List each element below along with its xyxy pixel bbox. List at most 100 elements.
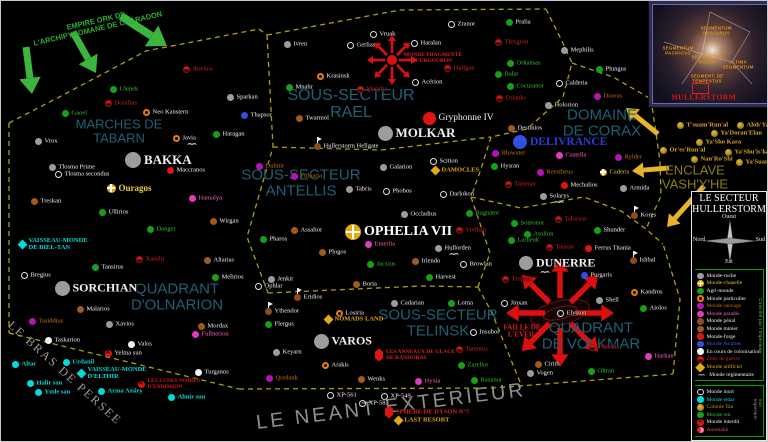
segmentum-label: SEGMENT. DE TEMPESTUS [690,73,724,84]
star-label: LES ANNEAUX DE GLACE DE KANDORAS [386,349,455,361]
ruche-world-icon [379,163,387,171]
tau-world-icon [695,138,703,146]
star-label: Arma Assiry [107,387,143,395]
astartes-world-icon [513,135,527,149]
star-label: Javia [182,134,196,142]
chapelle-world-icon [599,168,607,176]
star-label: Hullerstorm Hellgate [323,142,379,150]
star-label: Oltran [597,367,615,375]
star-label: Krasinsk [326,72,350,80]
ruche-world-icon [283,40,291,48]
ork-world-icon [61,109,69,117]
legend-title: LE SECTEUR HULLERSTORM [692,193,766,215]
particulier-world-icon [630,288,638,296]
guerre-world-icon [135,255,143,263]
star-label: Ya'Shu'is'ka [734,148,768,156]
region-label: MONDE FRAGMENTÉ D'URGOURON [403,52,463,64]
galaxy-image [653,5,767,103]
star-label: Balar [504,70,519,78]
star-label: Hamalya [198,194,222,202]
compass-rose: Ouest Nord Sud Est [692,214,766,267]
star-label: VAISSEAU-MONDE DE BIEL-TAN [28,237,88,251]
sector-border [246,34,274,294]
sector-border [490,8,573,138]
particulier-world-icon [316,72,324,80]
tau-world-icon [676,121,684,129]
star-label: Thapsor [250,111,272,119]
star-label: Ophlar [264,282,283,290]
legend-item: Zone de guerre [697,356,754,364]
penal-world-icon [629,250,638,264]
legend-item: Monde particulier [697,295,754,303]
region-label: SOUS-SECTEUR ANTELLIS [241,166,361,199]
agri-world-icon [593,226,601,234]
guerre-world-icon [104,99,112,107]
eldar-world-icon [62,358,70,366]
star-label: Neo Kanstern [152,108,189,116]
hullerstorm-location-marker [692,83,709,94]
ruche-world-icon [267,275,275,283]
paradis-legend-icon [697,310,704,318]
legend-item: Monde Astartes [697,340,754,348]
star-label: Plungus [605,65,627,73]
star-label: Urlanks [505,94,527,102]
star-label: Ulenek [119,85,139,93]
star-label: Phobos [392,187,412,195]
interdit-world-icon [104,349,112,357]
segmentum-label: SEGMENTUM SOLAR [691,54,723,65]
segmentum-label: SEGMENTUM OBSCURUS [700,25,732,36]
ork-world-icon [506,59,514,67]
star-label: Turganos [204,368,229,376]
sauvage-world-icon [290,172,298,180]
segmentum-wedges [663,11,753,85]
legend-item: Monde mort [697,388,754,396]
star-label: Mordax [207,322,229,330]
legend-item-label: Anomalie [706,427,729,434]
star-label: Qredank [275,374,298,382]
minier-world-icon [411,257,419,265]
legend-panel: LE SECTEUR HULLERSTORM Ouest Nord Sud Es… [691,191,767,441]
tau-world-icon [690,155,698,163]
agri-legend-icon [697,287,704,295]
star-label: Altar [21,360,37,368]
minier-world-icon [295,114,303,122]
region-label: SOUS-SECTEUR TELINSK [378,306,498,339]
star-label: Ishbal [639,256,656,264]
star-label: Purgaris [590,271,613,279]
ork-world-icon [457,361,465,369]
minier-world-icon [203,256,211,264]
star-label: Yelma sun [114,349,142,357]
star-label: XP-583 [368,399,389,407]
compass-label-top: Ouest [722,214,736,220]
ruche-world-icon [34,137,42,145]
agri-world-icon [212,130,220,138]
legend-item: Monde minier [697,325,754,333]
star-label: Dravus [603,92,623,100]
star-label: Sparkan [236,93,258,101]
ruche-legend-icon [697,272,704,280]
aquila-icon [553,200,564,203]
sauvage-legend-icon [697,302,704,310]
sector-border [477,286,521,383]
particulier-legend-icon [697,295,704,302]
mort-world-icon [369,30,377,38]
star-label: VAROS [331,333,372,348]
star-label: Fulnaria [300,172,323,180]
astartes-world-icon [580,271,588,279]
star-label: Kandros [640,288,663,296]
guerre-world-icon [588,343,596,351]
mort-legend-icon [697,388,704,396]
star-label: Mechalios [570,181,598,189]
mort-world-icon [556,309,564,317]
ork-world-icon [523,230,531,238]
ork-world-icon [494,70,502,78]
warp-rift-spiral [542,305,578,321]
star-label: DAMOCLES [441,166,480,174]
agri-world-icon [639,304,647,312]
particulier-world-icon [335,309,343,317]
ruche-world-icon [125,152,141,168]
mort-world-icon [411,78,419,86]
sauvage-world-icon [614,153,622,161]
ork-world-icon [465,209,473,217]
star-label: Twarmol [305,114,329,122]
